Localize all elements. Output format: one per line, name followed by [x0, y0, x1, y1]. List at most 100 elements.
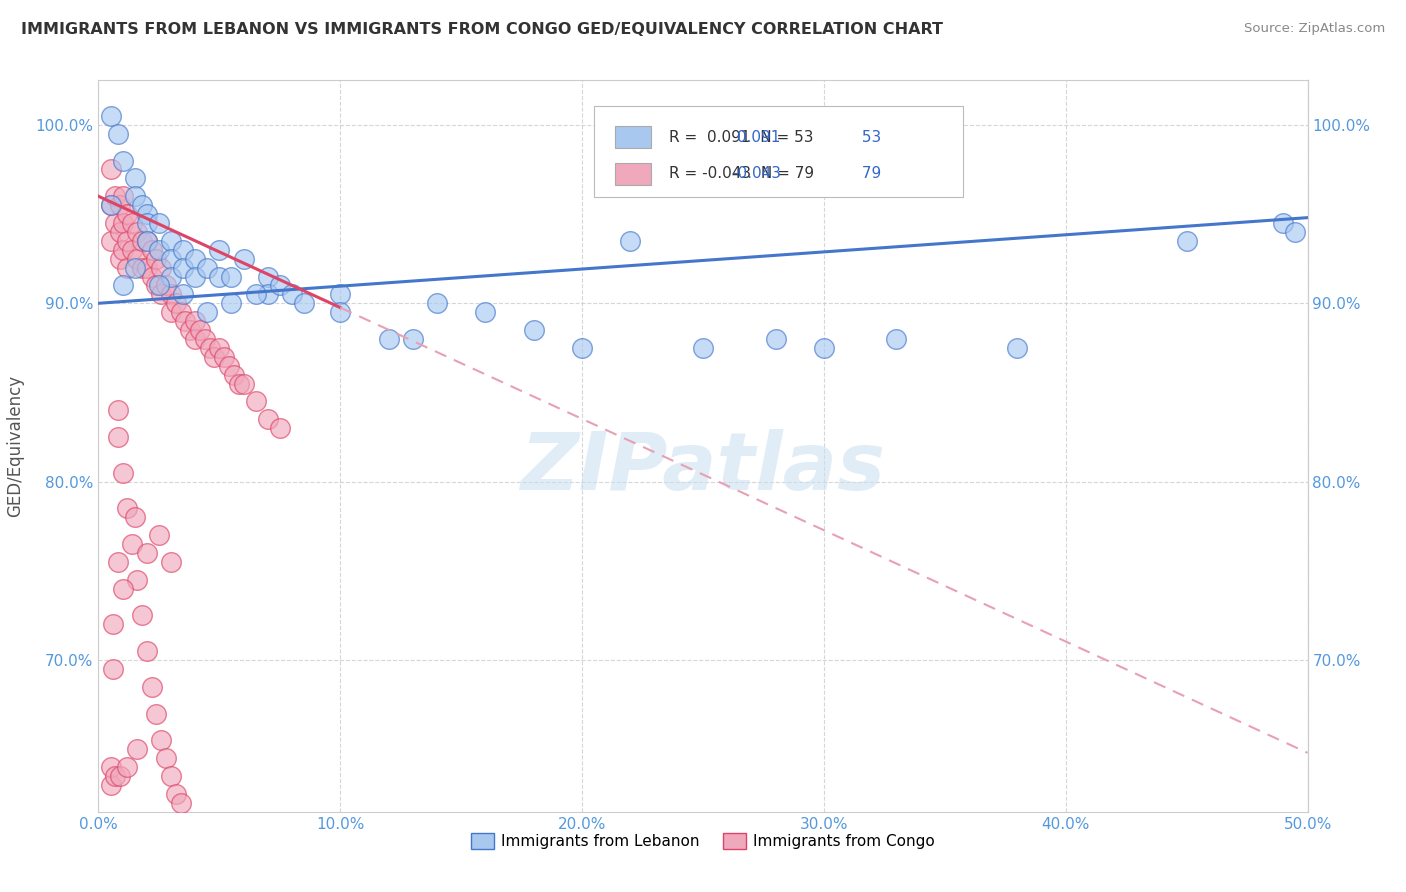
Point: [160, 269, 183, 284]
Point: [184, 252, 207, 266]
Point: [111, 278, 134, 293]
Point: [160, 769, 183, 783]
Point: [145, 706, 167, 721]
Point: [107, 555, 129, 569]
Point: [135, 207, 157, 221]
Point: [100, 234, 122, 248]
Point: [886, 332, 908, 346]
Point: [104, 769, 127, 783]
Point: [148, 278, 170, 293]
Point: [165, 296, 187, 310]
Point: [145, 278, 167, 293]
Point: [329, 305, 352, 319]
Point: [208, 269, 231, 284]
Point: [195, 260, 218, 275]
Point: [111, 582, 134, 596]
Y-axis label: GED/Equivalency: GED/Equivalency: [7, 375, 24, 517]
Point: [131, 608, 153, 623]
Point: [104, 189, 127, 203]
Legend: Immigrants from Lebanon, Immigrants from Congo: Immigrants from Lebanon, Immigrants from…: [465, 827, 941, 855]
Point: [150, 733, 173, 747]
Point: [107, 430, 129, 444]
Point: [155, 278, 177, 293]
Point: [117, 260, 139, 275]
Point: [269, 421, 291, 435]
Point: [124, 189, 146, 203]
Point: [107, 403, 129, 417]
Point: [135, 260, 157, 275]
Point: [228, 376, 250, 391]
Point: [198, 341, 221, 355]
Point: [179, 323, 201, 337]
Point: [169, 305, 191, 319]
Point: [100, 760, 122, 774]
Text: R =  0.091  N = 53: R = 0.091 N = 53: [669, 130, 814, 145]
Point: [232, 252, 254, 266]
FancyBboxPatch shape: [614, 127, 651, 148]
Text: IMMIGRANTS FROM LEBANON VS IMMIGRANTS FROM CONGO GED/EQUIVALENCY CORRELATION CHA: IMMIGRANTS FROM LEBANON VS IMMIGRANTS FR…: [21, 22, 943, 37]
Point: [329, 287, 352, 301]
Point: [124, 510, 146, 524]
Point: [813, 341, 835, 355]
Point: [111, 466, 134, 480]
Point: [194, 332, 217, 346]
Point: [619, 234, 641, 248]
Point: [174, 314, 197, 328]
Point: [523, 323, 546, 337]
Point: [169, 796, 191, 810]
Point: [108, 769, 131, 783]
Point: [1007, 341, 1029, 355]
Point: [108, 225, 131, 239]
Point: [204, 350, 226, 364]
Text: R = -0.043  N = 79: R = -0.043 N = 79: [669, 167, 814, 181]
Point: [121, 243, 143, 257]
Point: [218, 359, 240, 373]
Point: [117, 234, 139, 248]
Point: [160, 305, 183, 319]
Point: [208, 243, 231, 257]
Point: [160, 234, 183, 248]
Point: [124, 260, 146, 275]
Point: [1284, 225, 1306, 239]
Point: [765, 332, 787, 346]
Point: [100, 198, 122, 212]
Point: [101, 617, 124, 632]
Point: [135, 216, 157, 230]
Text: Source: ZipAtlas.com: Source: ZipAtlas.com: [1244, 22, 1385, 36]
Point: [117, 501, 139, 516]
Point: [148, 243, 170, 257]
Text: ZIPatlas: ZIPatlas: [520, 429, 886, 507]
Point: [104, 216, 127, 230]
Point: [160, 252, 183, 266]
Point: [184, 332, 207, 346]
Point: [281, 287, 304, 301]
Point: [426, 296, 449, 310]
Point: [165, 787, 187, 801]
Point: [148, 528, 170, 542]
Point: [184, 314, 207, 328]
Point: [474, 305, 496, 319]
Point: [188, 323, 211, 337]
Point: [111, 243, 134, 257]
Point: [245, 287, 267, 301]
Point: [221, 296, 243, 310]
Point: [121, 216, 143, 230]
Point: [221, 269, 243, 284]
Point: [127, 225, 149, 239]
Point: [111, 153, 134, 168]
FancyBboxPatch shape: [595, 106, 963, 197]
Point: [150, 260, 173, 275]
Point: [135, 234, 157, 248]
Point: [101, 662, 124, 676]
Point: [402, 332, 425, 346]
Point: [135, 234, 157, 248]
Point: [150, 287, 173, 301]
Point: [100, 778, 122, 792]
Point: [117, 207, 139, 221]
Point: [135, 546, 157, 560]
Point: [245, 394, 267, 409]
Point: [108, 252, 131, 266]
Point: [124, 171, 146, 186]
Point: [131, 234, 153, 248]
Point: [172, 243, 194, 257]
